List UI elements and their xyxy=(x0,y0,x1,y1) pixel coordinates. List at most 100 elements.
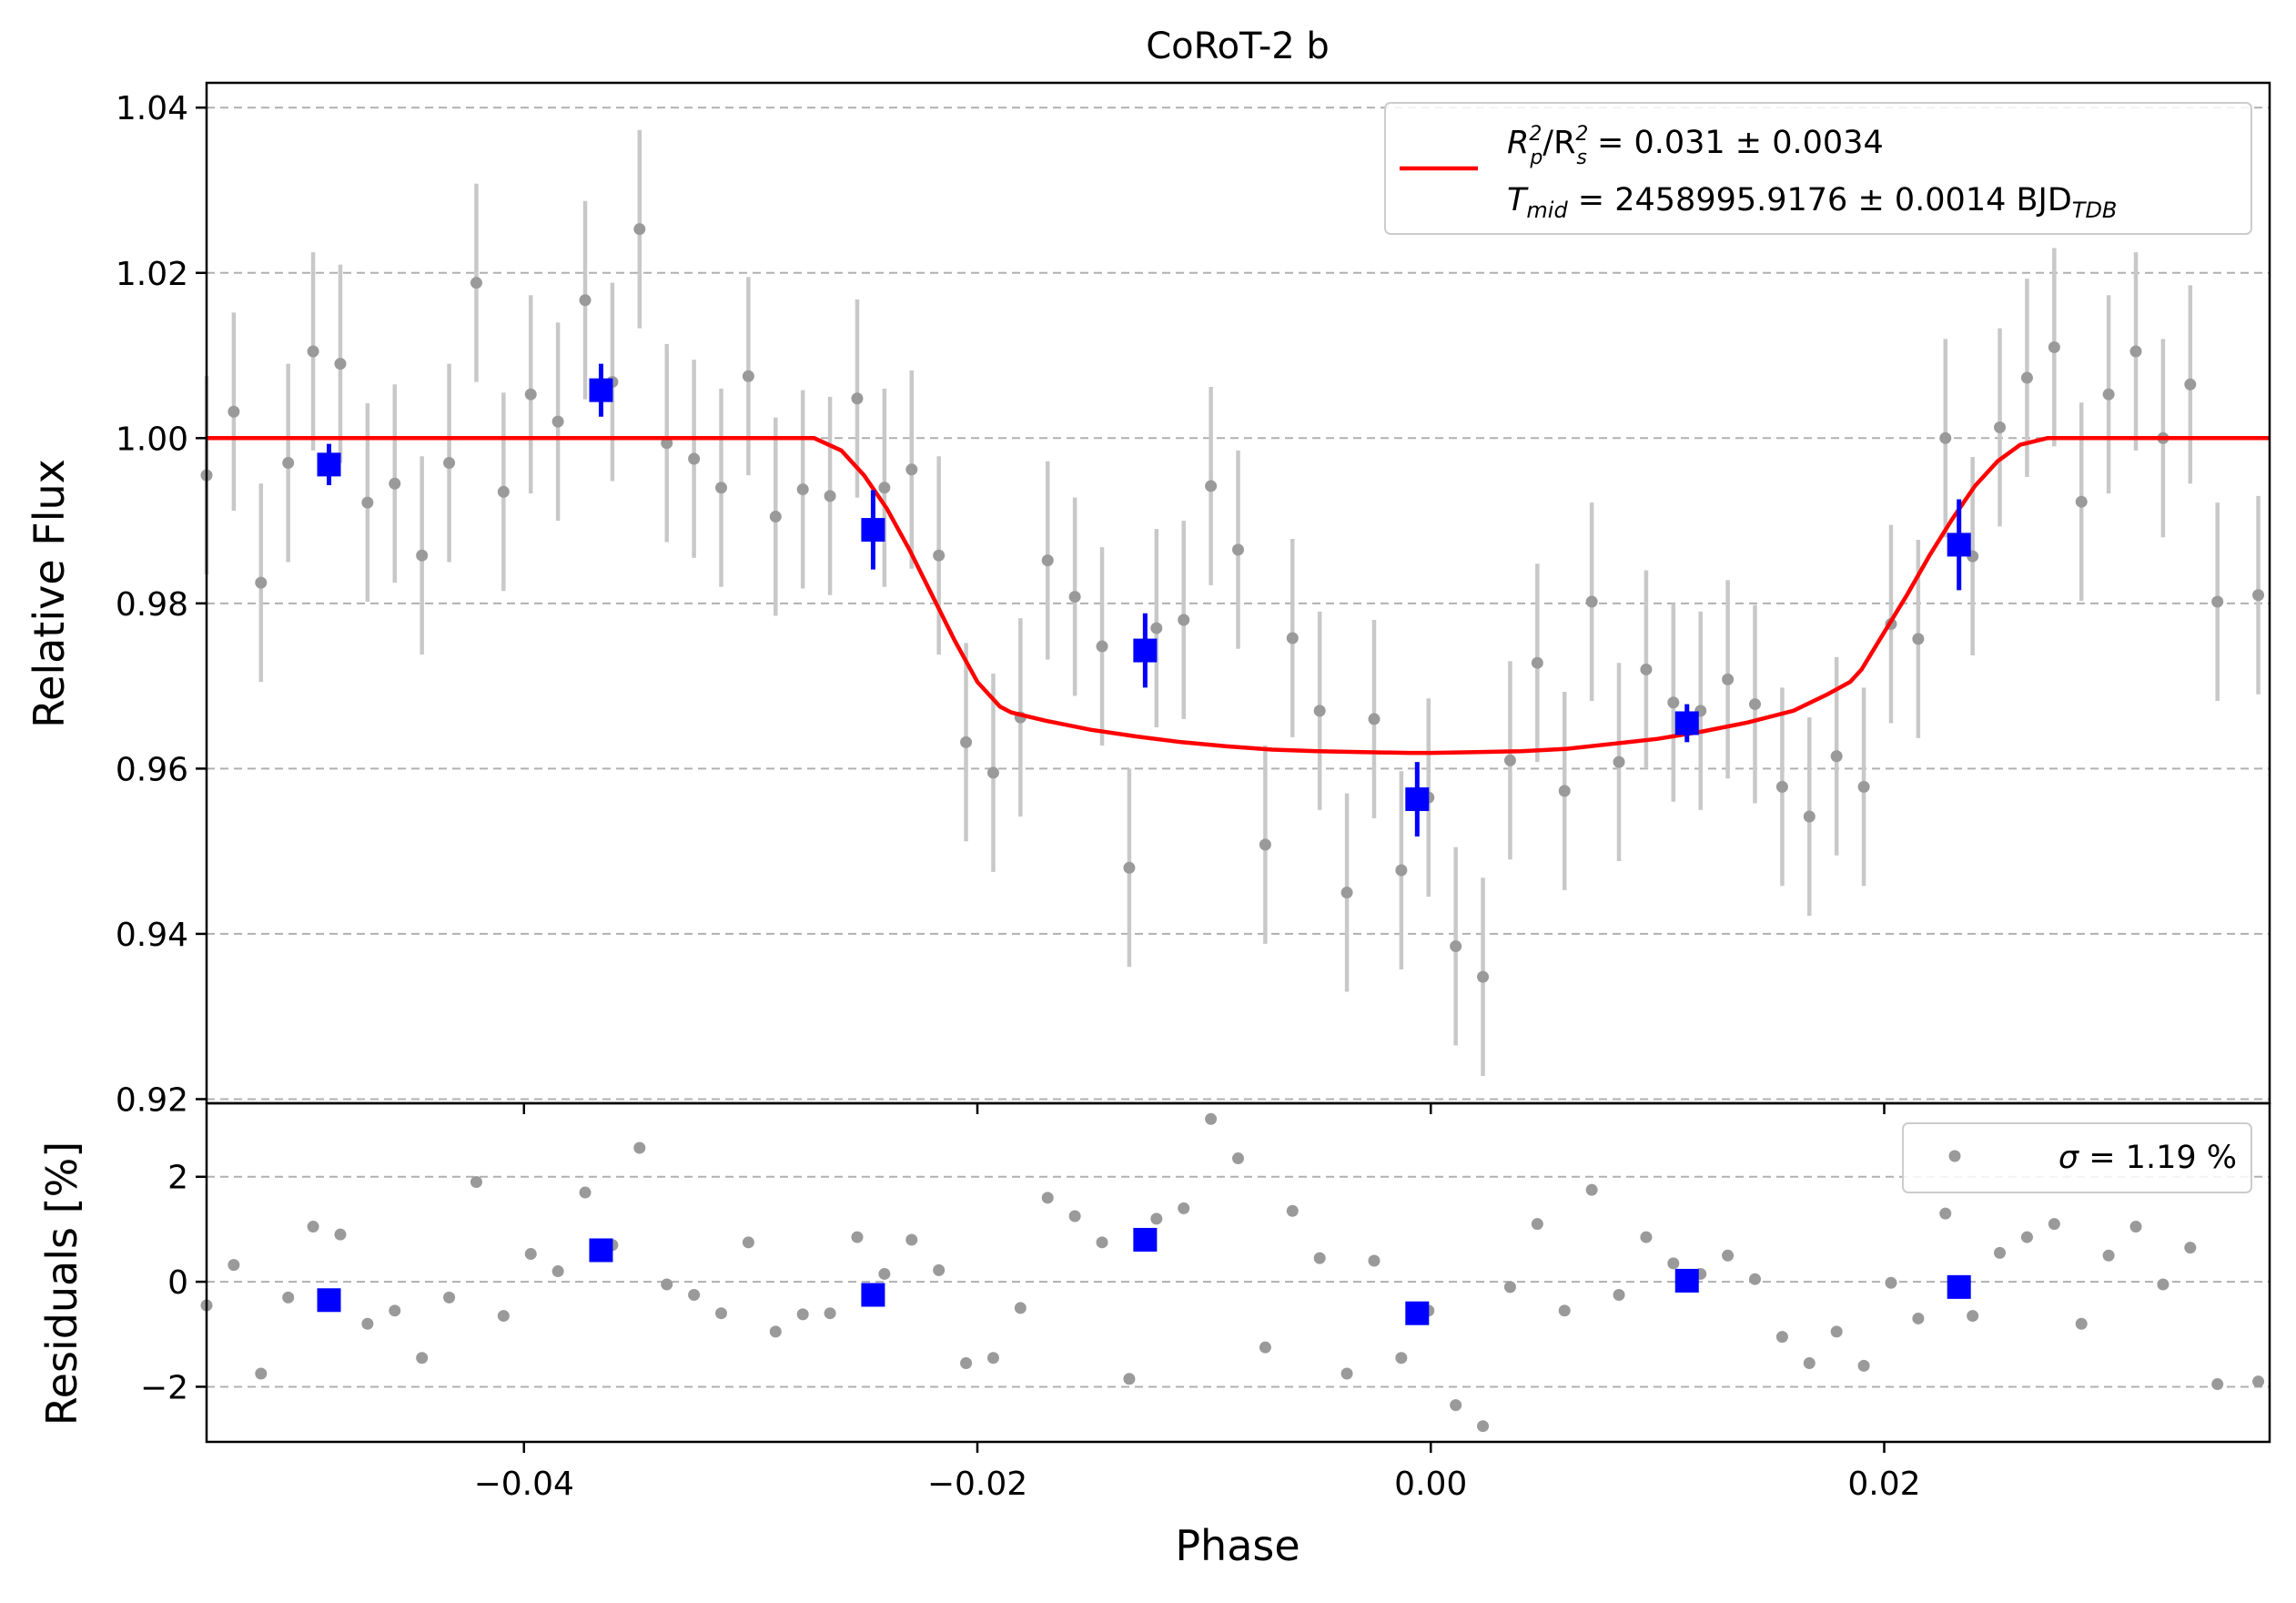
residual-data-point xyxy=(661,1278,673,1291)
residual-data-point xyxy=(228,1259,240,1272)
flux-data-point xyxy=(1205,480,1218,492)
residual-data-point xyxy=(1531,1218,1543,1231)
flux-data-point xyxy=(443,457,456,470)
flux-data-point xyxy=(1503,754,1516,766)
residual-data-point xyxy=(255,1367,268,1380)
flux-data-point xyxy=(2129,345,2142,358)
residual-data-point xyxy=(1994,1246,2007,1259)
flux-y-tick-label: 0.92 xyxy=(116,1081,188,1119)
flux-data-point xyxy=(1803,810,1816,823)
flux-data-point xyxy=(1775,780,1788,793)
residuals-panel-frame xyxy=(205,1101,2271,1444)
residual-data-point xyxy=(2184,1242,2197,1254)
residual-data-point xyxy=(1667,1257,1680,1270)
flux-data-point xyxy=(824,490,836,502)
residuals-grid xyxy=(207,1175,2270,1388)
flux-legend-box xyxy=(1384,102,2252,235)
flux-data-point xyxy=(2211,595,2224,608)
flux-data-point xyxy=(255,576,268,589)
flux-data-points xyxy=(200,223,2265,983)
residual-data-point xyxy=(1830,1325,1843,1338)
residual-data-point xyxy=(334,1228,347,1241)
flux-data-point xyxy=(633,223,646,236)
flux-data-point xyxy=(1286,632,1299,644)
residual-data-point xyxy=(1722,1249,1735,1262)
residual-data-point xyxy=(1775,1331,1788,1344)
flux-data-point xyxy=(416,549,429,562)
residual-data-point xyxy=(933,1263,946,1276)
flux-data-point xyxy=(1450,940,1462,953)
flux-data-point xyxy=(1640,663,1653,675)
flux-data-point xyxy=(960,736,973,748)
flux-data-point xyxy=(389,477,401,490)
residual-data-point xyxy=(2102,1249,2115,1262)
residual-data-points xyxy=(200,1112,2265,1433)
flux-data-point xyxy=(1096,640,1108,653)
flux-y-tick-label: 0.96 xyxy=(116,751,188,788)
residual-data-point xyxy=(1803,1356,1816,1369)
binned-flux-point xyxy=(317,452,341,477)
residual-data-point xyxy=(715,1307,728,1320)
residual-data-point xyxy=(497,1310,510,1323)
binned-residual-point xyxy=(317,1288,341,1313)
residual-data-point xyxy=(524,1248,537,1261)
flux-data-point xyxy=(1368,713,1381,725)
phase-x-tick-label: 0.00 xyxy=(1394,1466,1467,1503)
residual-data-point xyxy=(1558,1304,1571,1317)
flux-data-point xyxy=(1150,622,1163,634)
binned-residual-point xyxy=(1405,1301,1430,1325)
flux-data-point xyxy=(2048,340,2060,353)
flux-y-tick-label: 0.94 xyxy=(116,917,188,954)
residual-data-point xyxy=(1123,1373,1136,1385)
flux-data-point xyxy=(1857,780,1870,793)
flux-data-point xyxy=(1939,431,1952,444)
flux-data-point xyxy=(551,415,564,428)
residual-data-point xyxy=(1178,1202,1190,1214)
residual-data-point xyxy=(2020,1231,2033,1243)
residual-data-point xyxy=(851,1231,864,1243)
residuals-legend-box xyxy=(1902,1122,2252,1193)
residual-data-point xyxy=(2211,1378,2224,1391)
residual-data-point xyxy=(2252,1375,2265,1388)
binned-residual-point xyxy=(1947,1274,1971,1299)
flux-data-point xyxy=(2020,371,2033,384)
residual-data-point xyxy=(1885,1276,1897,1289)
residual-data-point xyxy=(1477,1420,1490,1433)
residual-data-point xyxy=(2048,1218,2060,1231)
flux-y-tick-label: 0.98 xyxy=(116,586,188,624)
flux-data-point xyxy=(307,345,319,358)
flux-data-point xyxy=(933,549,946,562)
chart-title: CoRoT-2 b xyxy=(1146,25,1330,67)
residual-data-point xyxy=(688,1289,701,1302)
flux-y-tick-label: 1.00 xyxy=(116,421,188,458)
residual-data-point xyxy=(443,1291,456,1304)
legend-residual-swatch xyxy=(1948,1150,1961,1162)
flux-data-point xyxy=(1259,838,1271,851)
flux-data-point xyxy=(769,511,782,523)
flux-data-point xyxy=(1477,970,1490,983)
flux-data-point xyxy=(1585,595,1598,608)
residual-data-point xyxy=(796,1308,809,1321)
flux-data-point xyxy=(2252,589,2265,602)
residual-data-point xyxy=(1450,1399,1462,1412)
flux-y-tick-label: 1.04 xyxy=(116,90,188,127)
flux-data-point xyxy=(524,388,537,401)
flux-data-point xyxy=(497,485,510,498)
residual-data-point xyxy=(633,1141,646,1154)
legend-scatter-sigma: σ = 1.19 % xyxy=(2058,1140,2237,1176)
flux-y-tick-label: 1.02 xyxy=(116,256,188,293)
binned-flux-point xyxy=(861,518,885,543)
flux-data-point xyxy=(579,294,592,307)
binned-flux-point xyxy=(1674,711,1699,736)
residual-data-point xyxy=(1313,1252,1326,1264)
residual-data-point xyxy=(1395,1352,1408,1365)
flux-data-point xyxy=(1667,696,1680,709)
flux-data-point xyxy=(1395,864,1408,877)
flux-data-point xyxy=(1068,591,1081,604)
flux-y-axis-ticks: 0.92 0.94 0.96 0.98 1.00 1.02 1.04 xyxy=(116,90,207,1119)
flux-data-point xyxy=(1041,554,1054,567)
transit-model-curve xyxy=(207,436,2270,756)
residual-data-point xyxy=(1205,1112,1218,1125)
residual-data-point xyxy=(1014,1302,1027,1314)
